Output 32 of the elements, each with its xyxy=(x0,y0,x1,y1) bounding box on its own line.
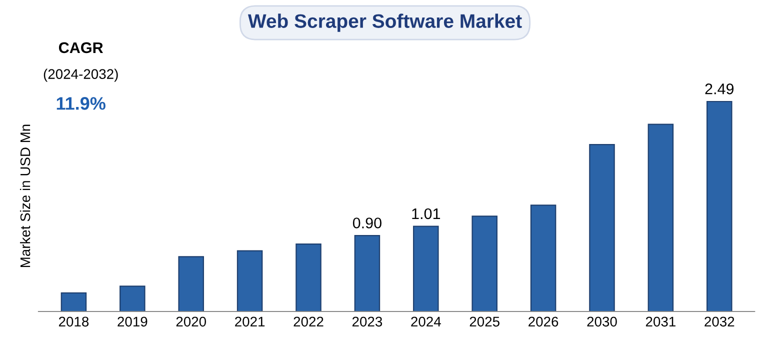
bar xyxy=(648,124,674,312)
x-tick-label: 2032 xyxy=(704,316,734,327)
x-tick-label: 2018 xyxy=(58,316,89,327)
bar xyxy=(236,250,263,312)
bar xyxy=(472,216,498,312)
bar xyxy=(354,235,380,312)
x-tick-label: 2022 xyxy=(294,316,324,327)
text: (2024-2032) xyxy=(44,68,118,82)
bar xyxy=(296,243,322,312)
bar xyxy=(589,144,615,312)
x-tick-label: 2019 xyxy=(118,316,148,327)
text: CAGR xyxy=(58,42,104,54)
bar xyxy=(120,286,146,312)
annotation: 11.9% xyxy=(56,97,106,110)
x-tick-label: 2030 xyxy=(587,316,617,327)
x-tick-label: 2025 xyxy=(470,316,500,327)
bar xyxy=(706,100,732,312)
data-label: 1.01 xyxy=(412,208,440,220)
bar xyxy=(530,204,556,312)
data-label: 0.90 xyxy=(352,218,382,228)
x-tick-label: 2026 xyxy=(528,316,558,327)
x-tick-label: 2024 xyxy=(411,316,441,327)
data-label: 2.49 xyxy=(705,83,734,94)
bar xyxy=(178,256,204,312)
bar xyxy=(413,226,439,312)
x-tick-label: 2021 xyxy=(235,316,265,327)
x-tick-label: 2020 xyxy=(176,316,206,327)
x-tick-label: 2031 xyxy=(646,316,676,327)
y-axis-title: Market Size in USD Mn xyxy=(20,124,30,268)
bar xyxy=(60,292,87,312)
x-tick-label: 2023 xyxy=(352,316,382,327)
chart-title: Web Scraper Software Market xyxy=(248,14,522,32)
